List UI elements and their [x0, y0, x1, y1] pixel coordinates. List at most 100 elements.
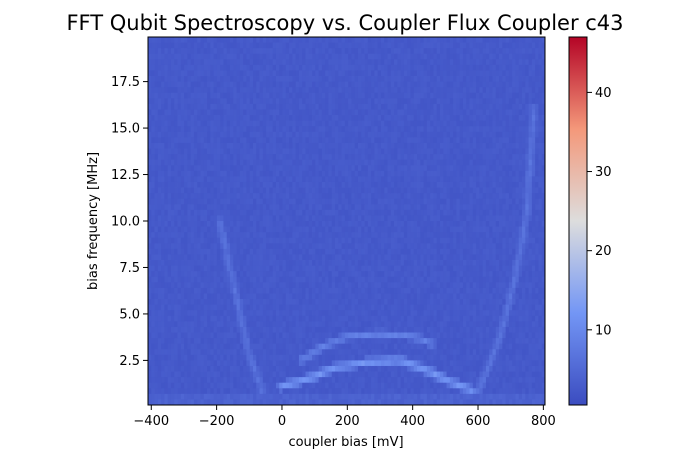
heatmap-cell — [180, 37, 185, 43]
heatmap-cell — [387, 59, 392, 66]
heatmap-cell — [341, 371, 346, 378]
heatmap-cell — [236, 198, 241, 205]
heatmap-cell — [321, 170, 326, 177]
heatmap-cell — [203, 248, 208, 255]
heatmap-cell — [239, 321, 244, 328]
heatmap-cell — [285, 271, 290, 278]
heatmap-cell — [151, 287, 155, 294]
heatmap-cell — [371, 165, 375, 172]
heatmap-cell — [200, 48, 205, 55]
heatmap-cell — [384, 103, 388, 110]
heatmap-cell — [344, 92, 349, 99]
heatmap-cell — [285, 176, 290, 183]
heatmap-cell — [371, 137, 375, 144]
heatmap-cell — [210, 209, 215, 216]
heatmap-cell — [184, 382, 188, 389]
heatmap-cell — [167, 299, 172, 306]
heatmap-cell — [180, 310, 185, 317]
heatmap-cell — [275, 76, 280, 83]
heatmap-cell — [249, 92, 254, 99]
heatmap-cell — [170, 271, 175, 278]
heatmap-cell — [275, 304, 280, 311]
heatmap-cell — [184, 120, 188, 127]
heatmap-cell — [154, 148, 159, 155]
heatmap-cell — [354, 271, 359, 278]
heatmap-cell — [151, 393, 155, 400]
heatmap-cell — [220, 53, 224, 60]
heatmap-cell — [374, 98, 379, 105]
heatmap-cell — [246, 148, 251, 155]
heatmap-cell — [289, 271, 293, 278]
heatmap-cell — [351, 382, 356, 389]
heatmap-cell — [357, 293, 362, 300]
heatmap-cell — [148, 92, 152, 99]
heatmap-cell — [170, 226, 175, 233]
heatmap-cell — [390, 92, 395, 99]
heatmap-cell — [390, 103, 395, 110]
heatmap-cell — [148, 315, 152, 322]
heatmap-cell — [220, 215, 224, 222]
heatmap-cell — [295, 215, 300, 222]
heatmap-cell — [338, 310, 342, 317]
heatmap-cell — [384, 92, 388, 99]
heatmap-cell — [321, 310, 326, 317]
heatmap-cell — [315, 304, 320, 311]
heatmap-cell — [338, 53, 342, 60]
heatmap-cell — [200, 360, 205, 367]
heatmap-cell — [230, 198, 234, 205]
heatmap-cell — [180, 126, 185, 133]
heatmap-cell — [200, 126, 205, 133]
heatmap-cell — [177, 170, 182, 177]
heatmap-cell — [249, 198, 254, 205]
heatmap-cell — [305, 103, 310, 110]
heatmap-cell — [380, 282, 385, 289]
heatmap-cell — [161, 299, 165, 306]
heatmap-cell — [321, 148, 326, 155]
heatmap-cell — [279, 76, 283, 83]
heatmap-cell — [177, 365, 182, 372]
heatmap-cell — [164, 349, 169, 356]
heatmap-cell — [203, 48, 208, 55]
heatmap-cell — [364, 81, 369, 88]
heatmap-cell — [187, 321, 192, 328]
heatmap-cell — [364, 137, 369, 144]
heatmap-cell — [154, 42, 159, 49]
heatmap-cell — [302, 137, 306, 144]
heatmap-cell — [230, 126, 234, 133]
heatmap-cell — [394, 215, 398, 222]
heatmap-cell — [377, 393, 382, 400]
heatmap-cell — [266, 343, 270, 350]
heatmap-cell — [154, 187, 159, 194]
heatmap-cell — [367, 287, 372, 294]
heatmap-cell — [328, 338, 333, 345]
heatmap-cell — [279, 371, 283, 378]
heatmap-cell — [275, 248, 280, 255]
heatmap-cell — [282, 98, 287, 105]
heatmap-cell — [361, 354, 365, 361]
heatmap-cell — [164, 276, 169, 283]
heatmap-cell — [174, 343, 178, 350]
heatmap-cell — [357, 53, 362, 60]
heatmap-cell — [289, 248, 293, 255]
heatmap-cell — [357, 243, 362, 250]
heatmap-cell — [312, 377, 316, 384]
heatmap-cell — [252, 87, 257, 94]
heatmap-cell — [177, 98, 182, 105]
heatmap-cell — [184, 198, 188, 205]
heatmap-cell — [223, 293, 228, 300]
heatmap-cell — [230, 260, 234, 267]
heatmap-cell — [167, 393, 172, 400]
heatmap-cell — [243, 326, 247, 333]
heatmap-cell — [371, 204, 375, 211]
heatmap-cell — [259, 393, 264, 400]
heatmap-cell — [390, 59, 395, 66]
heatmap-cell — [174, 115, 178, 122]
heatmap-cell — [285, 304, 290, 311]
heatmap-cell — [295, 282, 300, 289]
heatmap-cell — [197, 388, 201, 395]
heatmap-cell — [315, 393, 320, 400]
heatmap-cell — [371, 154, 375, 161]
heatmap-cell — [269, 215, 274, 222]
heatmap-cell — [272, 360, 277, 367]
heatmap-cell — [151, 293, 155, 300]
